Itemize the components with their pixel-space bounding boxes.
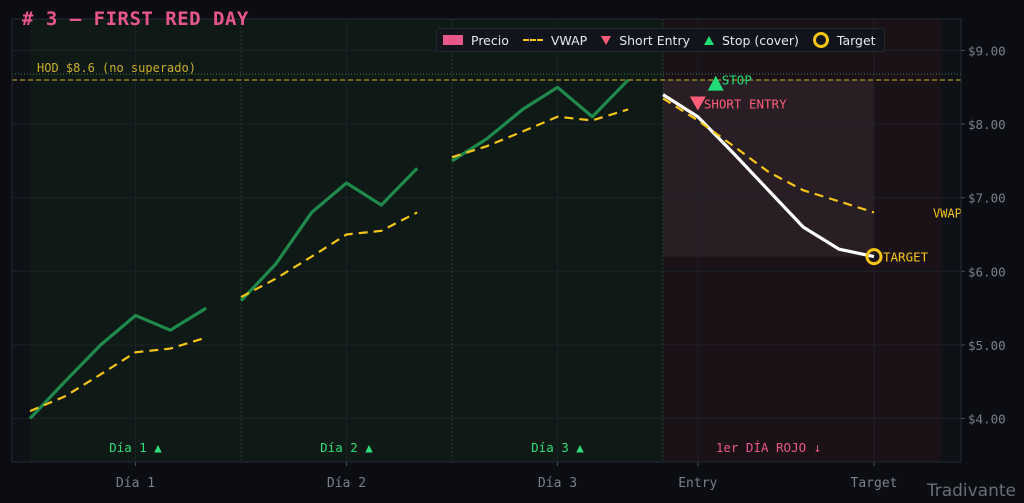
panel-label: Día 3 ▲: [531, 440, 584, 455]
watermark: Tradivante: [926, 481, 1016, 501]
stop-marker: [707, 75, 724, 91]
x-tick-label: Entry: [678, 476, 717, 491]
chart-legend: Precio VWAP Short Entry Stop (cover) Tar…: [436, 28, 885, 52]
x-tick-label: Target: [851, 476, 898, 491]
vwap-line: [240, 211, 418, 299]
panel-label: Día 1 ▲: [109, 440, 162, 455]
target-label: TARGET: [883, 250, 929, 265]
x-tick-label: Día 3: [538, 476, 577, 491]
target-marker: [865, 248, 883, 266]
hod-label: HOD $8.6 (no superado): [37, 61, 196, 75]
y-tick-label: $8.00: [968, 117, 1006, 132]
legend-item-stop: Stop (cover): [703, 32, 799, 48]
legend-item-target: Target: [812, 32, 876, 48]
price-line: [451, 78, 630, 163]
plot-border: [11, 18, 962, 463]
y-tick-label: $9.00: [968, 44, 1006, 59]
triangle-up-icon: [703, 35, 714, 45]
short-entry-marker: [689, 96, 706, 111]
legend-label-stop: Stop (cover): [721, 32, 799, 48]
legend-label-short-entry: Short Entry: [619, 32, 690, 48]
vwap-line: [662, 97, 875, 214]
panel-label: Día 2 ▲: [320, 440, 373, 455]
precio-swatch-icon: [443, 35, 463, 45]
panel-label: 1er DÍA ROJO ↓: [716, 440, 821, 455]
circle-icon: [812, 32, 829, 48]
x-tick-label: Día 2: [327, 476, 366, 491]
legend-label-target: Target: [836, 32, 876, 48]
vwap-dash-icon: [522, 39, 543, 41]
vwap-series-label: VWAP: [933, 206, 962, 220]
legend-item-precio: Precio: [443, 33, 509, 48]
legend-item-vwap: VWAP: [522, 32, 588, 48]
price-line: [28, 306, 208, 420]
x-tick-label: Día 1: [116, 476, 155, 491]
short-entry-label: SHORT ENTRY: [704, 96, 787, 111]
legend-label-vwap: VWAP: [550, 32, 588, 48]
y-tick-label: $5.00: [968, 338, 1006, 353]
y-tick-label: $6.00: [968, 264, 1006, 279]
price-line: [662, 93, 875, 259]
price-line: [239, 167, 419, 302]
triangle-down-icon: [601, 35, 612, 45]
y-tick-label: $7.00: [968, 191, 1006, 206]
y-tick-label: $4.00: [968, 412, 1006, 427]
vwap-line: [29, 336, 207, 413]
legend-label-precio: Precio: [471, 32, 509, 48]
chart-title: # 3 — FIRST RED DAY: [22, 8, 249, 30]
stop-label: STOP: [722, 73, 752, 88]
vwap-line: [451, 108, 629, 159]
legend-item-short-entry: Short Entry: [601, 33, 690, 48]
